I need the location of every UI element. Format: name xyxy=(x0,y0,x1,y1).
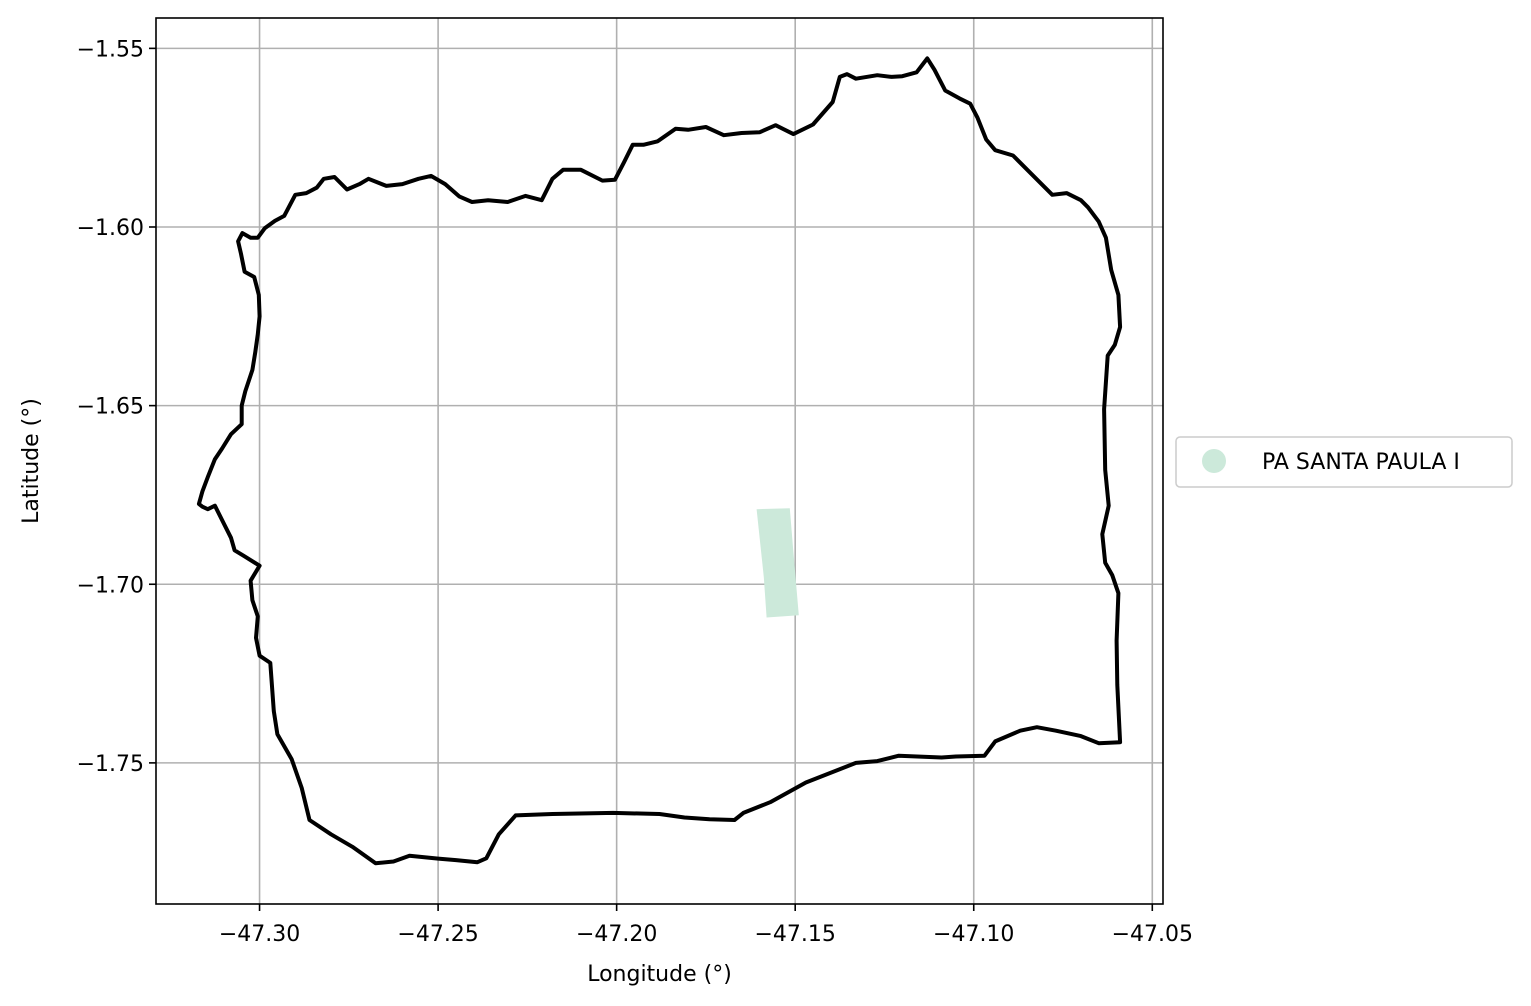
x-tick-label: −47.15 xyxy=(754,922,835,947)
y-tick-label: −1.75 xyxy=(77,752,144,777)
y-tick-label: −1.70 xyxy=(77,573,144,598)
plot-area xyxy=(155,17,1164,905)
legend: PA SANTA PAULA I xyxy=(1175,436,1513,488)
grid-lines xyxy=(156,18,1163,904)
x-tick-label: −47.10 xyxy=(933,922,1014,947)
feature-layer xyxy=(756,508,799,618)
x-axis-label: Longitude (°) xyxy=(587,962,732,987)
y-tick-label: −1.65 xyxy=(77,395,144,420)
x-tick-label: −47.20 xyxy=(576,922,657,947)
x-tick-label: −47.30 xyxy=(219,922,300,947)
legend-label: PA SANTA PAULA I xyxy=(1262,450,1460,475)
plot-frame xyxy=(155,17,1164,905)
municipality-boundary-line xyxy=(196,56,1123,866)
y-axis-label: Latitude (°) xyxy=(19,398,44,524)
x-tick-label: −47.05 xyxy=(1112,922,1193,947)
legend-box xyxy=(1175,436,1513,488)
legend-marker xyxy=(1202,449,1226,473)
y-tick-label: −1.60 xyxy=(77,216,144,241)
plot-background xyxy=(156,18,1163,904)
x-tick-label: −47.25 xyxy=(397,922,478,947)
boundary-layer xyxy=(196,56,1123,866)
x-axis-ticks: −47.30 −47.25 −47.20 −47.15 −47.10 −47.05 xyxy=(219,904,1193,947)
settlement-polygon-pa-santa-paula-i xyxy=(756,508,799,618)
y-tick-label: −1.55 xyxy=(77,37,144,62)
y-axis-ticks: −1.55 −1.60 −1.65 −1.70 −1.75 xyxy=(77,37,156,777)
